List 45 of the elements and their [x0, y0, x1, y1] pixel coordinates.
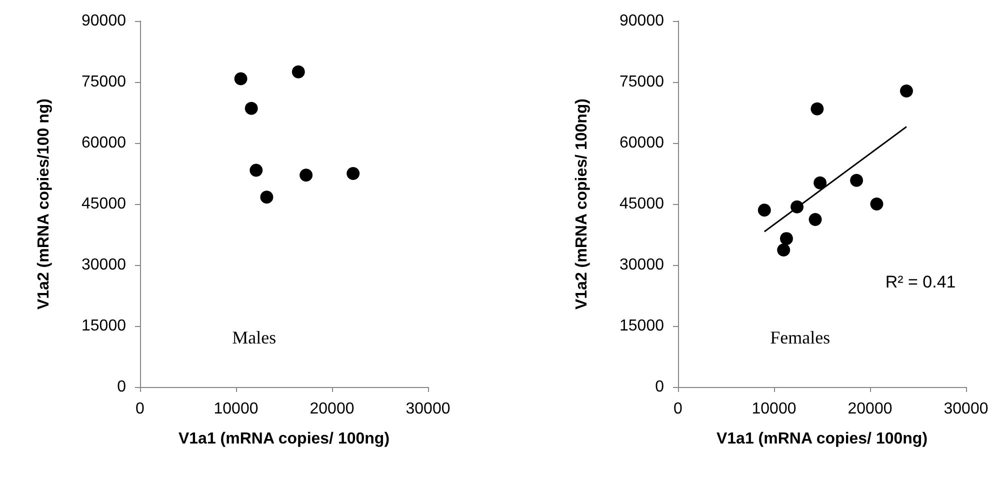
y-tick-label: 15000 [82, 318, 126, 334]
y-tick-label: 0 [655, 378, 664, 396]
point [870, 198, 884, 210]
point [300, 168, 313, 182]
point [814, 176, 827, 190]
y-axis-title: V1a2 (mRNA copies/ 100ng) [574, 98, 590, 310]
point [777, 243, 790, 256]
x-tick-label: 30000 [944, 400, 988, 418]
point [780, 232, 793, 246]
y-tick-label: 75000 [620, 74, 664, 90]
y-tick-label: 15000 [620, 318, 664, 334]
x-tick-label: 0 [136, 400, 145, 418]
y-tick-label: 30000 [82, 256, 126, 274]
y-tick-label: 0 [117, 378, 126, 396]
y-tick-label: 90000 [82, 12, 126, 30]
point [810, 102, 824, 116]
point [250, 164, 263, 177]
annotation: Males [232, 327, 276, 348]
y-tick-label: 60000 [620, 134, 664, 152]
annotation: R² = 0.41 [885, 272, 956, 292]
y-tick-label: 90000 [620, 12, 664, 30]
point [260, 190, 274, 204]
point [808, 212, 822, 226]
y-tick-label: 30000 [620, 256, 664, 274]
x-tick-label: 10000 [752, 400, 796, 418]
y-tick-label: 75000 [82, 74, 126, 90]
y-axis-title: V1a2 (mRNA copies/100 ng) [36, 98, 52, 310]
x-axis-title: V1a1 (mRNA copies/ 100ng) [178, 430, 390, 448]
point [758, 204, 771, 217]
point [234, 72, 248, 86]
x-tick-label: 0 [674, 400, 683, 418]
x-tick-label: 30000 [406, 400, 450, 418]
point [900, 84, 913, 98]
x-tick-label: 10000 [214, 400, 258, 418]
x-axis-title: V1a1 (mRNA copies/ 100ng) [716, 430, 928, 448]
point [346, 167, 360, 180]
y-tick-label: 60000 [82, 134, 126, 152]
annotation: Females [770, 327, 830, 348]
point [292, 65, 305, 78]
x-tick-label: 20000 [848, 400, 892, 418]
x-tick-label: 20000 [310, 400, 354, 418]
point [850, 174, 864, 187]
point [244, 102, 258, 115]
y-tick-label: 45000 [82, 196, 126, 212]
y-tick-label: 45000 [620, 196, 664, 212]
